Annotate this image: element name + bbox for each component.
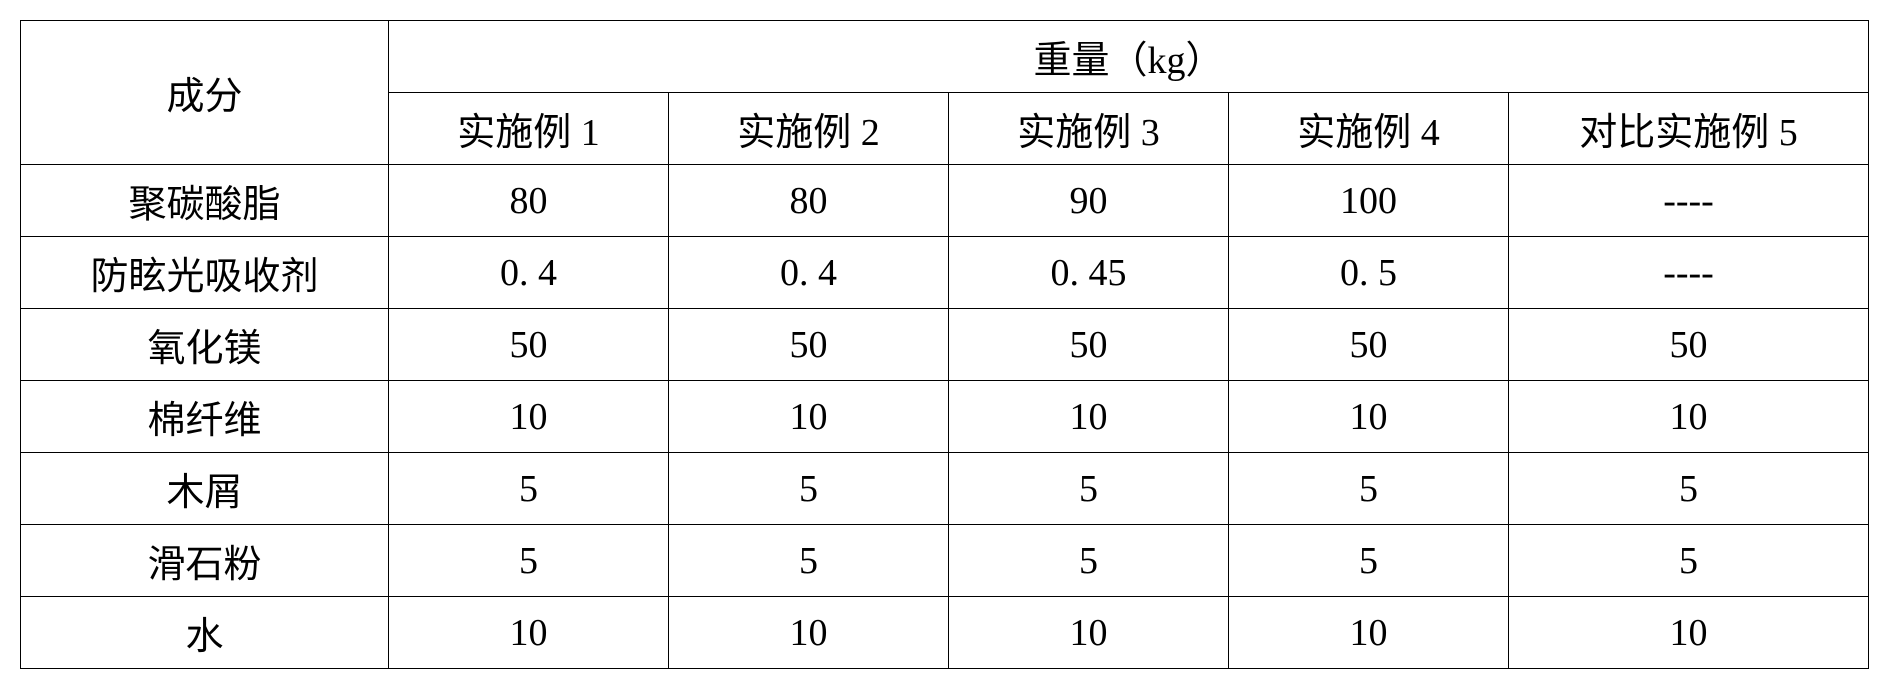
cell: 90 <box>949 165 1229 237</box>
cell: 80 <box>669 165 949 237</box>
cell: 10 <box>1229 597 1509 669</box>
header-row-1: 成分 重量（kg） <box>21 21 1869 93</box>
row-label: 水 <box>21 597 389 669</box>
cell: 10 <box>669 597 949 669</box>
row-label: 防眩光吸收剂 <box>21 237 389 309</box>
table-body: 聚碳酸脂 80 80 90 100 ---- 防眩光吸收剂 0. 4 0. 4 … <box>21 165 1869 669</box>
table-row: 氧化镁 50 50 50 50 50 <box>21 309 1869 381</box>
cell: 5 <box>949 525 1229 597</box>
cell: 10 <box>1509 597 1869 669</box>
header-col-4: 实施例 4 <box>1229 93 1509 165</box>
cell: 5 <box>1509 453 1869 525</box>
table-row: 聚碳酸脂 80 80 90 100 ---- <box>21 165 1869 237</box>
header-weight-group: 重量（kg） <box>389 21 1869 93</box>
cell: 10 <box>949 597 1229 669</box>
row-label: 氧化镁 <box>21 309 389 381</box>
cell: 10 <box>389 597 669 669</box>
cell: 10 <box>949 381 1229 453</box>
header-col-5: 对比实施例 5 <box>1509 93 1869 165</box>
cell: 80 <box>389 165 669 237</box>
cell: 0. 4 <box>389 237 669 309</box>
cell: 50 <box>669 309 949 381</box>
cell: 5 <box>389 453 669 525</box>
cell: 10 <box>669 381 949 453</box>
header-col-3: 实施例 3 <box>949 93 1229 165</box>
table-row: 滑石粉 5 5 5 5 5 <box>21 525 1869 597</box>
cell: 10 <box>1229 381 1509 453</box>
cell: 5 <box>1509 525 1869 597</box>
cell: 100 <box>1229 165 1509 237</box>
cell: 10 <box>389 381 669 453</box>
row-label: 聚碳酸脂 <box>21 165 389 237</box>
table-row: 水 10 10 10 10 10 <box>21 597 1869 669</box>
cell: 0. 4 <box>669 237 949 309</box>
table-row: 防眩光吸收剂 0. 4 0. 4 0. 45 0. 5 ---- <box>21 237 1869 309</box>
cell: 5 <box>1229 453 1509 525</box>
cell: 10 <box>1509 381 1869 453</box>
cell: 0. 45 <box>949 237 1229 309</box>
header-col-2: 实施例 2 <box>669 93 949 165</box>
cell: 50 <box>1229 309 1509 381</box>
row-label: 木屑 <box>21 453 389 525</box>
cell: ---- <box>1509 165 1869 237</box>
header-col-1: 实施例 1 <box>389 93 669 165</box>
cell: 50 <box>949 309 1229 381</box>
cell: 5 <box>949 453 1229 525</box>
cell: 5 <box>389 525 669 597</box>
cell: ---- <box>1509 237 1869 309</box>
cell: 5 <box>1229 525 1509 597</box>
cell: 50 <box>389 309 669 381</box>
composition-table: 成分 重量（kg） 实施例 1 实施例 2 实施例 3 实施例 4 对比实施例 … <box>20 20 1869 669</box>
table-row: 木屑 5 5 5 5 5 <box>21 453 1869 525</box>
table-row: 棉纤维 10 10 10 10 10 <box>21 381 1869 453</box>
header-ingredient: 成分 <box>21 21 389 165</box>
cell: 5 <box>669 453 949 525</box>
row-label: 滑石粉 <box>21 525 389 597</box>
cell: 0. 5 <box>1229 237 1509 309</box>
cell: 5 <box>669 525 949 597</box>
cell: 50 <box>1509 309 1869 381</box>
row-label: 棉纤维 <box>21 381 389 453</box>
